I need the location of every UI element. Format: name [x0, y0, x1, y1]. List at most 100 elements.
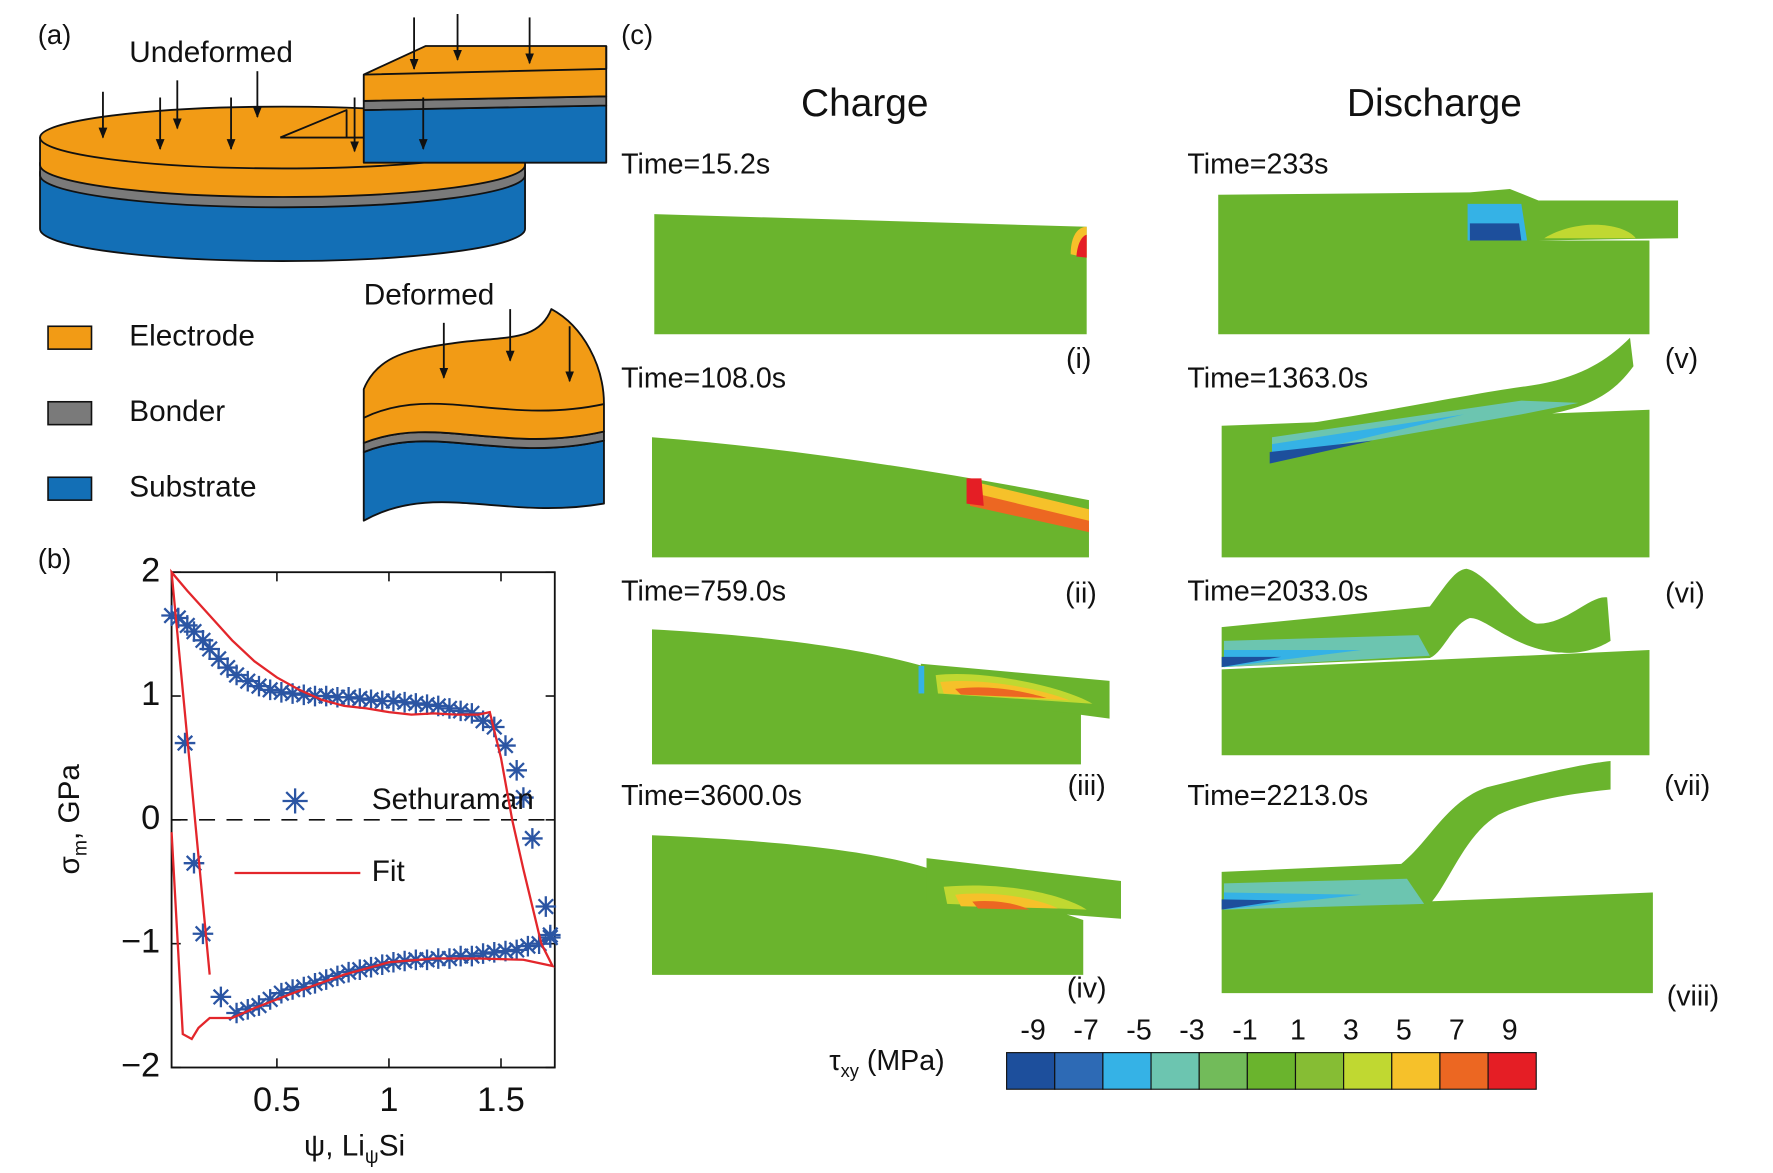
data-point	[293, 976, 315, 998]
data-point	[360, 689, 382, 711]
colorbar-cell	[1391, 1052, 1441, 1090]
x-axis-label: ψ, LiψSi	[304, 1129, 405, 1168]
colorbar-tick-label: 5	[1396, 1015, 1412, 1047]
data-point	[161, 605, 182, 626]
annotation: Undeformed	[129, 36, 293, 69]
data-point	[174, 732, 196, 754]
colorbar-cell	[1006, 1052, 1056, 1090]
contour-band	[1223, 649, 1362, 668]
contour-spot	[1076, 234, 1087, 258]
contour-band	[1469, 223, 1522, 241]
colorbar-tick-label: -5	[1126, 1015, 1151, 1047]
electrode-piece	[362, 45, 608, 102]
y-axis-label-symbol: σ	[53, 856, 86, 874]
data-point	[394, 691, 415, 713]
deformed-edge	[363, 402, 605, 419]
x-tick-label: 0.5	[253, 1081, 301, 1119]
data-point	[248, 675, 270, 697]
x-axis-label-symbol: ψ, Li	[304, 1129, 365, 1162]
data-point	[237, 670, 259, 692]
x-axis-label-sub: ψ	[365, 1147, 379, 1168]
piece-edges	[363, 46, 608, 76]
legend-label: Bonder	[129, 395, 225, 428]
contour-iv	[652, 835, 1084, 975]
data-point	[483, 942, 505, 963]
data-point	[293, 684, 315, 706]
data-point	[522, 828, 543, 849]
y-tick-label: −2	[121, 1047, 160, 1085]
data-point	[506, 939, 527, 961]
data-point	[540, 924, 561, 946]
colorbar-tick-label: 3	[1343, 1015, 1359, 1047]
frame-label: (viii)	[1667, 980, 1719, 1012]
contour-band	[972, 901, 1030, 910]
data-point	[304, 973, 326, 994]
data-point	[383, 690, 404, 712]
legend-label: Electrode	[129, 320, 255, 353]
frame-label: (vi)	[1665, 578, 1705, 610]
data-point	[271, 982, 292, 1004]
colorbar-cell	[1102, 1052, 1152, 1090]
data-point	[535, 896, 557, 917]
colorbar-cell	[1439, 1052, 1489, 1090]
data-point	[513, 787, 534, 808]
data-point	[338, 961, 359, 983]
time-label: Time=2213.0s	[1187, 780, 1368, 812]
data-point	[472, 710, 494, 732]
panel-label: (a)	[38, 19, 72, 50]
panel-a-drawing	[39, 13, 608, 522]
time-label: Time=1363.0s	[1187, 363, 1368, 395]
contour-ii	[652, 437, 1089, 558]
data-point	[416, 694, 438, 715]
colorbar-cell	[1487, 1052, 1537, 1090]
colorbar-tick-label: -9	[1020, 1015, 1045, 1047]
time-label: Time=759.0s	[621, 575, 786, 607]
time-label: Time=233s	[1187, 149, 1328, 181]
time-label: Time=108.0s	[621, 363, 786, 395]
substrate-deformed	[362, 439, 605, 522]
y-tick-label: 0	[141, 799, 160, 837]
colorbar-tick-label: 9	[1502, 1015, 1518, 1047]
colorbar-title-symbol: τ	[829, 1044, 841, 1076]
data-point	[371, 690, 393, 712]
time-label: Time=3600.0s	[621, 780, 802, 812]
data-point	[450, 945, 471, 967]
colorbar-title-sub: xy	[841, 1060, 860, 1081]
time-label: Time=2033.0s	[1187, 575, 1368, 607]
colorbar-cell	[1343, 1052, 1393, 1090]
contour-band	[1223, 892, 1362, 910]
data-point	[506, 760, 527, 781]
x-tick-label: 1.5	[477, 1081, 525, 1119]
contour-viii	[1221, 892, 1653, 994]
panel-c-drawing	[652, 189, 1679, 994]
contour-band	[1221, 656, 1282, 668]
data-point	[217, 657, 238, 678]
data-point	[495, 735, 516, 756]
colorbar-title-unit: (MPa)	[859, 1044, 945, 1076]
colorbar-cell	[1054, 1052, 1104, 1090]
data-point	[199, 638, 220, 660]
legend-swatch	[47, 476, 93, 501]
annotation: Deformed	[364, 278, 495, 311]
load-arrows	[98, 13, 535, 153]
y-axis-label-rest: , GPa	[53, 764, 86, 840]
data-point	[226, 1002, 247, 1024]
y-axis-label: σm, GPa	[53, 764, 92, 875]
legend-marker	[282, 788, 308, 814]
substrate-piece	[362, 104, 608, 164]
data-point	[259, 989, 281, 1010]
frame-label: (vii)	[1664, 770, 1710, 802]
y-tick-label: 2	[141, 551, 160, 589]
data-point	[168, 607, 189, 629]
colorbar-cell	[1246, 1052, 1297, 1090]
colorbar-title: τxy (MPa)	[829, 1044, 944, 1081]
contour-band	[1544, 224, 1636, 239]
colorbar-cell	[1198, 1052, 1248, 1090]
colorbar-tick-label: 7	[1449, 1015, 1465, 1047]
x-tick-label: 1	[379, 1081, 398, 1119]
legend-label: Fit	[372, 855, 406, 888]
legend-swatch	[47, 400, 93, 426]
frame-label: (ii)	[1065, 578, 1097, 610]
